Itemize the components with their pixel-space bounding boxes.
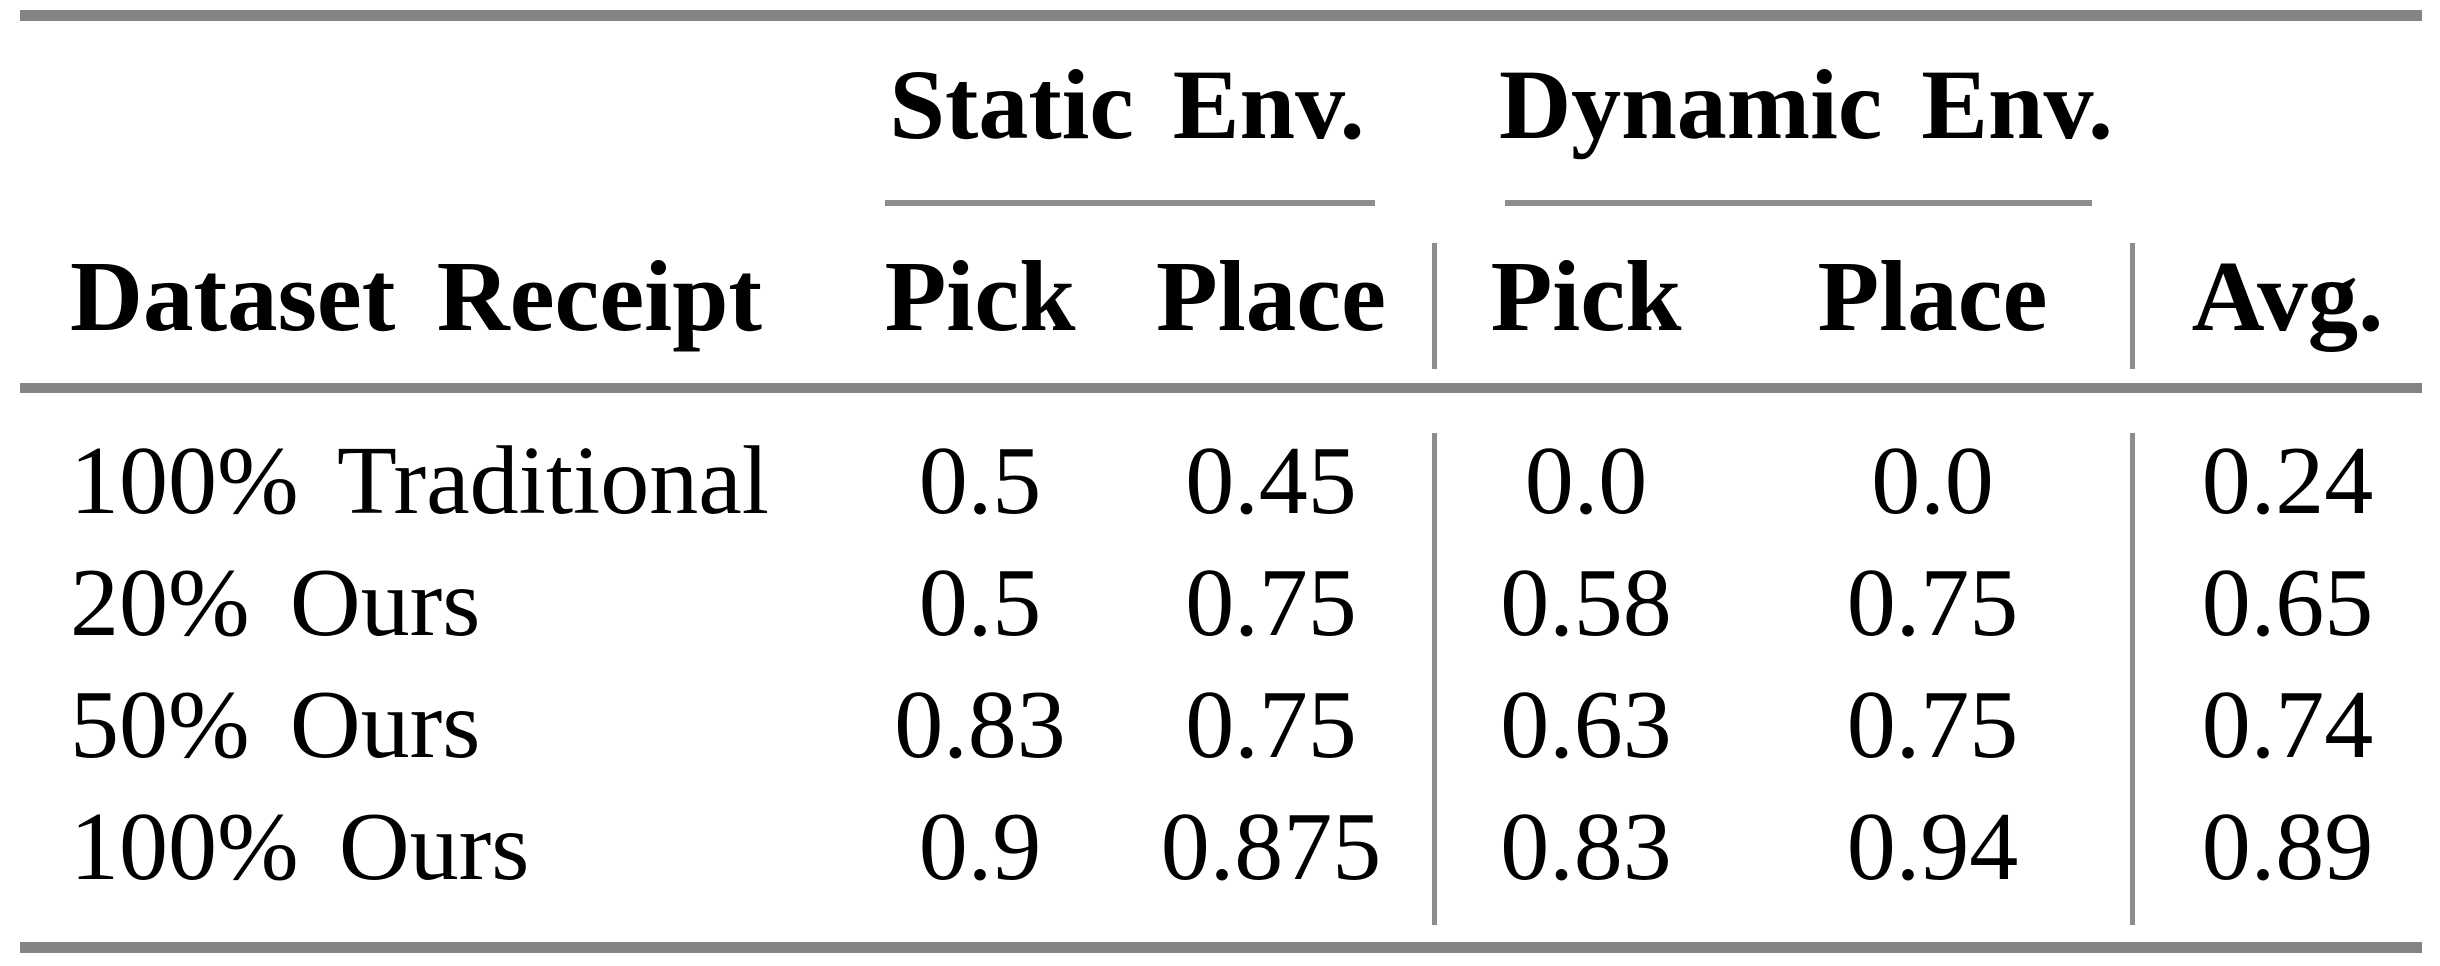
header-dynamic-pick: Pick (1490, 240, 1682, 352)
table-row: 100% Traditional 0.5 0.45 0.0 0.0 0.24 (0, 420, 2440, 542)
row-label: 100% Traditional (70, 427, 770, 535)
header-avg: Avg. (2191, 240, 2384, 352)
vertical-rule-1-header (1432, 243, 1437, 369)
cell-static-pick: 0.5 (918, 549, 1042, 657)
cell-dynamic-place: 0.75 (1846, 671, 2019, 779)
column-header-row: Dataset Receipt Pick Place Pick Place Av… (0, 226, 2440, 366)
row-label: 100% Ours (70, 793, 530, 901)
header-static-place: Place (1156, 240, 1386, 352)
cell-avg: 0.74 (2201, 671, 2374, 779)
cell-dynamic-place: 0.75 (1846, 549, 2019, 657)
cell-dynamic-pick: 0.58 (1500, 549, 1672, 657)
cell-static-place: 0.75 (1185, 671, 1357, 779)
cell-static-pick: 0.5 (918, 427, 1042, 535)
cell-avg: 0.24 (2201, 427, 2374, 535)
cell-static-place: 0.45 (1185, 427, 1357, 535)
group-header-static-env: Static Env. (889, 49, 1365, 160)
cell-static-pick: 0.83 (894, 671, 1066, 779)
bottom-rule (20, 942, 2422, 953)
cell-avg: 0.65 (2201, 549, 2374, 657)
mid-rule (20, 383, 2422, 393)
table-row: 100% Ours 0.9 0.875 0.83 0.94 0.89 (0, 786, 2440, 908)
row-label: 20% Ours (70, 549, 481, 657)
cell-static-place: 0.875 (1160, 793, 1382, 901)
table-row: 20% Ours 0.5 0.75 0.58 0.75 0.65 (0, 542, 2440, 664)
cell-static-pick: 0.9 (918, 793, 1042, 901)
vertical-rule-2-body (2130, 433, 2135, 925)
top-rule (20, 10, 2422, 21)
header-dynamic-place: Place (1817, 240, 2048, 352)
cmidrule-dynamic-env (1505, 200, 2092, 206)
row-label: 50% Ours (70, 671, 481, 779)
cmidrule-static-env (885, 200, 1375, 206)
cell-static-place: 0.75 (1185, 549, 1357, 657)
cell-avg: 0.89 (2201, 793, 2374, 901)
header-static-pick: Pick (884, 240, 1076, 352)
vertical-rule-2-header (2130, 243, 2135, 369)
table-row: 50% Ours 0.83 0.75 0.63 0.75 0.74 (0, 664, 2440, 786)
cell-dynamic-place: 0.94 (1846, 793, 2019, 901)
group-header-dynamic-env: Dynamic Env. (1498, 49, 2114, 160)
cell-dynamic-place: 0.0 (1871, 427, 1994, 535)
cell-dynamic-pick: 0.63 (1500, 671, 1672, 779)
header-dataset-receipt: Dataset Receipt (70, 240, 763, 352)
cell-dynamic-pick: 0.83 (1500, 793, 1672, 901)
vertical-rule-1-body (1432, 433, 1437, 925)
cell-dynamic-pick: 0.0 (1524, 427, 1648, 535)
